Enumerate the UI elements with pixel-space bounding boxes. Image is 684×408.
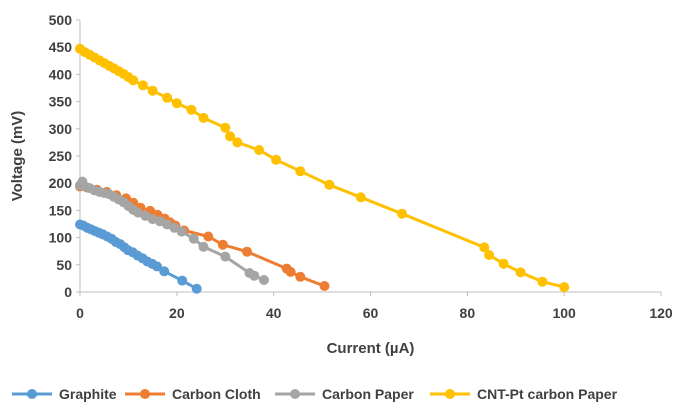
data-point — [198, 241, 209, 252]
y-tick-label: 0 — [64, 284, 72, 300]
data-point — [271, 154, 282, 165]
data-point — [176, 226, 187, 237]
y-tick-label: 200 — [49, 175, 73, 191]
data-point — [242, 246, 252, 257]
legend-marker — [290, 389, 300, 399]
legend-label: Carbon Cloth — [172, 386, 261, 402]
x-tick-label: 20 — [169, 305, 185, 321]
data-point — [203, 231, 214, 242]
data-point — [191, 283, 202, 294]
x-tick-label: 40 — [266, 305, 282, 321]
data-point — [295, 271, 306, 282]
series-graphite — [75, 219, 202, 294]
legend-item: Carbon Paper — [275, 386, 414, 402]
data-point — [225, 131, 236, 142]
y-tick-label: 150 — [49, 202, 73, 218]
data-point — [319, 281, 330, 291]
x-tick-label: 0 — [76, 305, 84, 321]
legend-label: Carbon Paper — [322, 386, 414, 402]
legend-marker — [140, 389, 150, 399]
data-point — [254, 145, 265, 155]
y-tick-label: 450 — [49, 39, 73, 55]
legend-label: CNT-Pt carbon Paper — [477, 386, 618, 402]
legend-item: Graphite — [12, 386, 117, 402]
data-point — [171, 98, 182, 109]
plot-area — [75, 43, 570, 294]
y-axis-title: Voltage (mV) — [9, 111, 26, 202]
data-point — [498, 258, 509, 269]
y-tick-label: 500 — [49, 12, 73, 28]
y-tick-label: 400 — [49, 66, 73, 82]
data-point — [220, 251, 231, 262]
data-point — [147, 85, 158, 96]
data-point — [220, 122, 231, 133]
x-tick-label: 80 — [460, 305, 476, 321]
x-tick-label: 120 — [649, 305, 673, 321]
x-tick-label: 100 — [552, 305, 576, 321]
y-tick-label: 50 — [56, 257, 72, 273]
data-point — [479, 242, 490, 253]
data-point — [259, 275, 269, 285]
series-cnt-pt-carbon-paper — [75, 43, 570, 293]
data-point — [186, 104, 197, 115]
legend-marker — [27, 389, 37, 399]
series-carbon-paper — [75, 176, 269, 285]
legend-item: CNT-Pt carbon Paper — [430, 386, 618, 402]
legend-item: Carbon Cloth — [125, 386, 261, 402]
data-point — [188, 233, 199, 244]
data-point — [515, 267, 526, 278]
data-point — [285, 266, 296, 277]
data-point — [484, 250, 495, 260]
data-point — [232, 137, 243, 148]
data-point — [177, 275, 188, 286]
axes: 0 50 100 150 200 250 300 350 400 450 500 0 20 40 60 80 1… — [49, 12, 673, 321]
data-point — [397, 208, 407, 219]
data-point — [537, 276, 548, 287]
legend-label: Graphite — [59, 386, 117, 402]
data-point — [249, 270, 260, 281]
data-point — [355, 192, 366, 203]
y-tick-label: 300 — [49, 121, 73, 137]
data-point — [128, 75, 139, 86]
data-point — [159, 266, 170, 277]
data-point — [152, 261, 162, 272]
y-tick-label: 250 — [49, 148, 73, 164]
data-point — [198, 112, 209, 123]
legend-marker — [445, 389, 455, 399]
legend: Graphite Carbon Cloth Carbon Paper CNT-Pt c… — [12, 386, 618, 402]
y-tick-label: 100 — [49, 230, 73, 246]
data-point — [217, 239, 228, 250]
data-point — [559, 282, 570, 293]
x-axis-title: Current (µA) — [327, 340, 415, 357]
data-point — [137, 80, 148, 91]
data-point — [162, 92, 173, 103]
data-point — [324, 179, 335, 190]
data-point — [295, 166, 306, 177]
x-tick-label: 60 — [363, 305, 379, 321]
y-tick-label: 350 — [49, 94, 73, 110]
